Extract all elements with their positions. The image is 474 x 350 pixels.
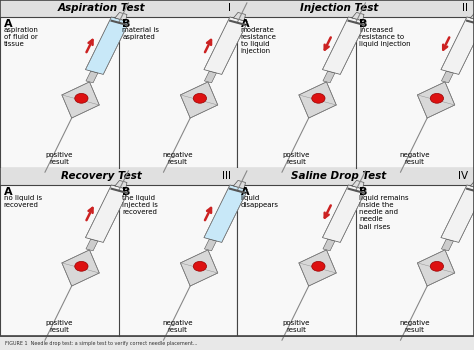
Bar (0, 336, 474, 350)
Ellipse shape (430, 93, 444, 103)
Polygon shape (85, 17, 129, 75)
Bar (237, 168, 474, 185)
Text: Injection Test: Injection Test (300, 4, 378, 13)
Polygon shape (204, 17, 248, 75)
Text: the liquid
injected is
recovered: the liquid injected is recovered (122, 195, 158, 215)
Ellipse shape (312, 93, 325, 103)
Polygon shape (85, 185, 129, 243)
Text: negative
result: negative result (400, 320, 430, 333)
Polygon shape (441, 17, 474, 75)
Text: negative
result: negative result (163, 320, 193, 333)
Polygon shape (204, 239, 217, 251)
Text: moderate
resistance
to liquid
injection: moderate resistance to liquid injection (241, 27, 277, 54)
Text: positive
result: positive result (46, 152, 73, 165)
Polygon shape (418, 82, 455, 118)
Text: positive
result: positive result (46, 320, 73, 333)
Text: Recovery Test: Recovery Test (62, 172, 142, 181)
Polygon shape (323, 239, 335, 251)
Text: liquid
disappears: liquid disappears (241, 195, 279, 208)
Bar (0, 168, 237, 185)
Ellipse shape (75, 261, 88, 271)
Polygon shape (234, 13, 246, 21)
Polygon shape (418, 250, 455, 286)
Ellipse shape (193, 261, 207, 271)
Polygon shape (471, 181, 474, 189)
Polygon shape (441, 71, 454, 83)
Polygon shape (352, 181, 364, 189)
Bar (0, 0, 237, 17)
Text: aspiration
of fluid or
tissue: aspiration of fluid or tissue (4, 27, 39, 47)
Polygon shape (234, 181, 246, 189)
Bar (0, 0, 237, 168)
Text: Aspiration Test: Aspiration Test (58, 4, 146, 13)
Text: A: A (241, 187, 249, 197)
Text: positive
result: positive result (283, 152, 310, 165)
Text: liquid remains
inside the
needle and
needle
ball rises: liquid remains inside the needle and nee… (359, 195, 409, 230)
Polygon shape (86, 239, 98, 251)
Text: III: III (222, 172, 231, 181)
Text: A: A (241, 19, 249, 29)
Text: IV: IV (458, 172, 468, 181)
Polygon shape (62, 250, 99, 286)
Polygon shape (471, 13, 474, 21)
Polygon shape (299, 250, 336, 286)
Text: A: A (4, 19, 12, 29)
Polygon shape (204, 71, 217, 83)
Ellipse shape (312, 261, 325, 271)
Text: increased
resistance to
liquid injection: increased resistance to liquid injection (359, 27, 411, 47)
Bar (0, 168, 237, 336)
Polygon shape (322, 185, 366, 243)
Ellipse shape (75, 93, 88, 103)
Text: FIGURE 1  Needle drop test: a simple test to verify correct needle placement...: FIGURE 1 Needle drop test: a simple test… (5, 341, 197, 345)
Polygon shape (441, 239, 454, 251)
Polygon shape (181, 82, 218, 118)
Bar (237, 168, 474, 336)
Text: Saline Drop Test: Saline Drop Test (292, 172, 386, 181)
Polygon shape (62, 82, 99, 118)
Polygon shape (352, 13, 364, 21)
Polygon shape (115, 181, 127, 189)
Bar (237, 0, 474, 17)
Polygon shape (323, 71, 335, 83)
Text: II: II (462, 4, 468, 13)
Text: positive
result: positive result (283, 320, 310, 333)
Text: material is
aspirated: material is aspirated (122, 27, 159, 40)
Text: negative
result: negative result (163, 152, 193, 165)
Text: B: B (122, 187, 131, 197)
Polygon shape (115, 13, 127, 21)
Text: B: B (122, 19, 131, 29)
Bar (237, 0, 474, 168)
Polygon shape (299, 82, 336, 118)
Polygon shape (204, 185, 248, 243)
Text: negative
result: negative result (400, 152, 430, 165)
Polygon shape (441, 185, 474, 243)
Polygon shape (322, 17, 366, 75)
Ellipse shape (430, 261, 444, 271)
Ellipse shape (193, 93, 207, 103)
Text: B: B (359, 187, 368, 197)
Polygon shape (86, 71, 98, 83)
Polygon shape (181, 250, 218, 286)
Text: A: A (4, 187, 12, 197)
Text: B: B (359, 19, 368, 29)
Text: no liquid is
recovered: no liquid is recovered (4, 195, 42, 208)
Text: I: I (228, 4, 231, 13)
